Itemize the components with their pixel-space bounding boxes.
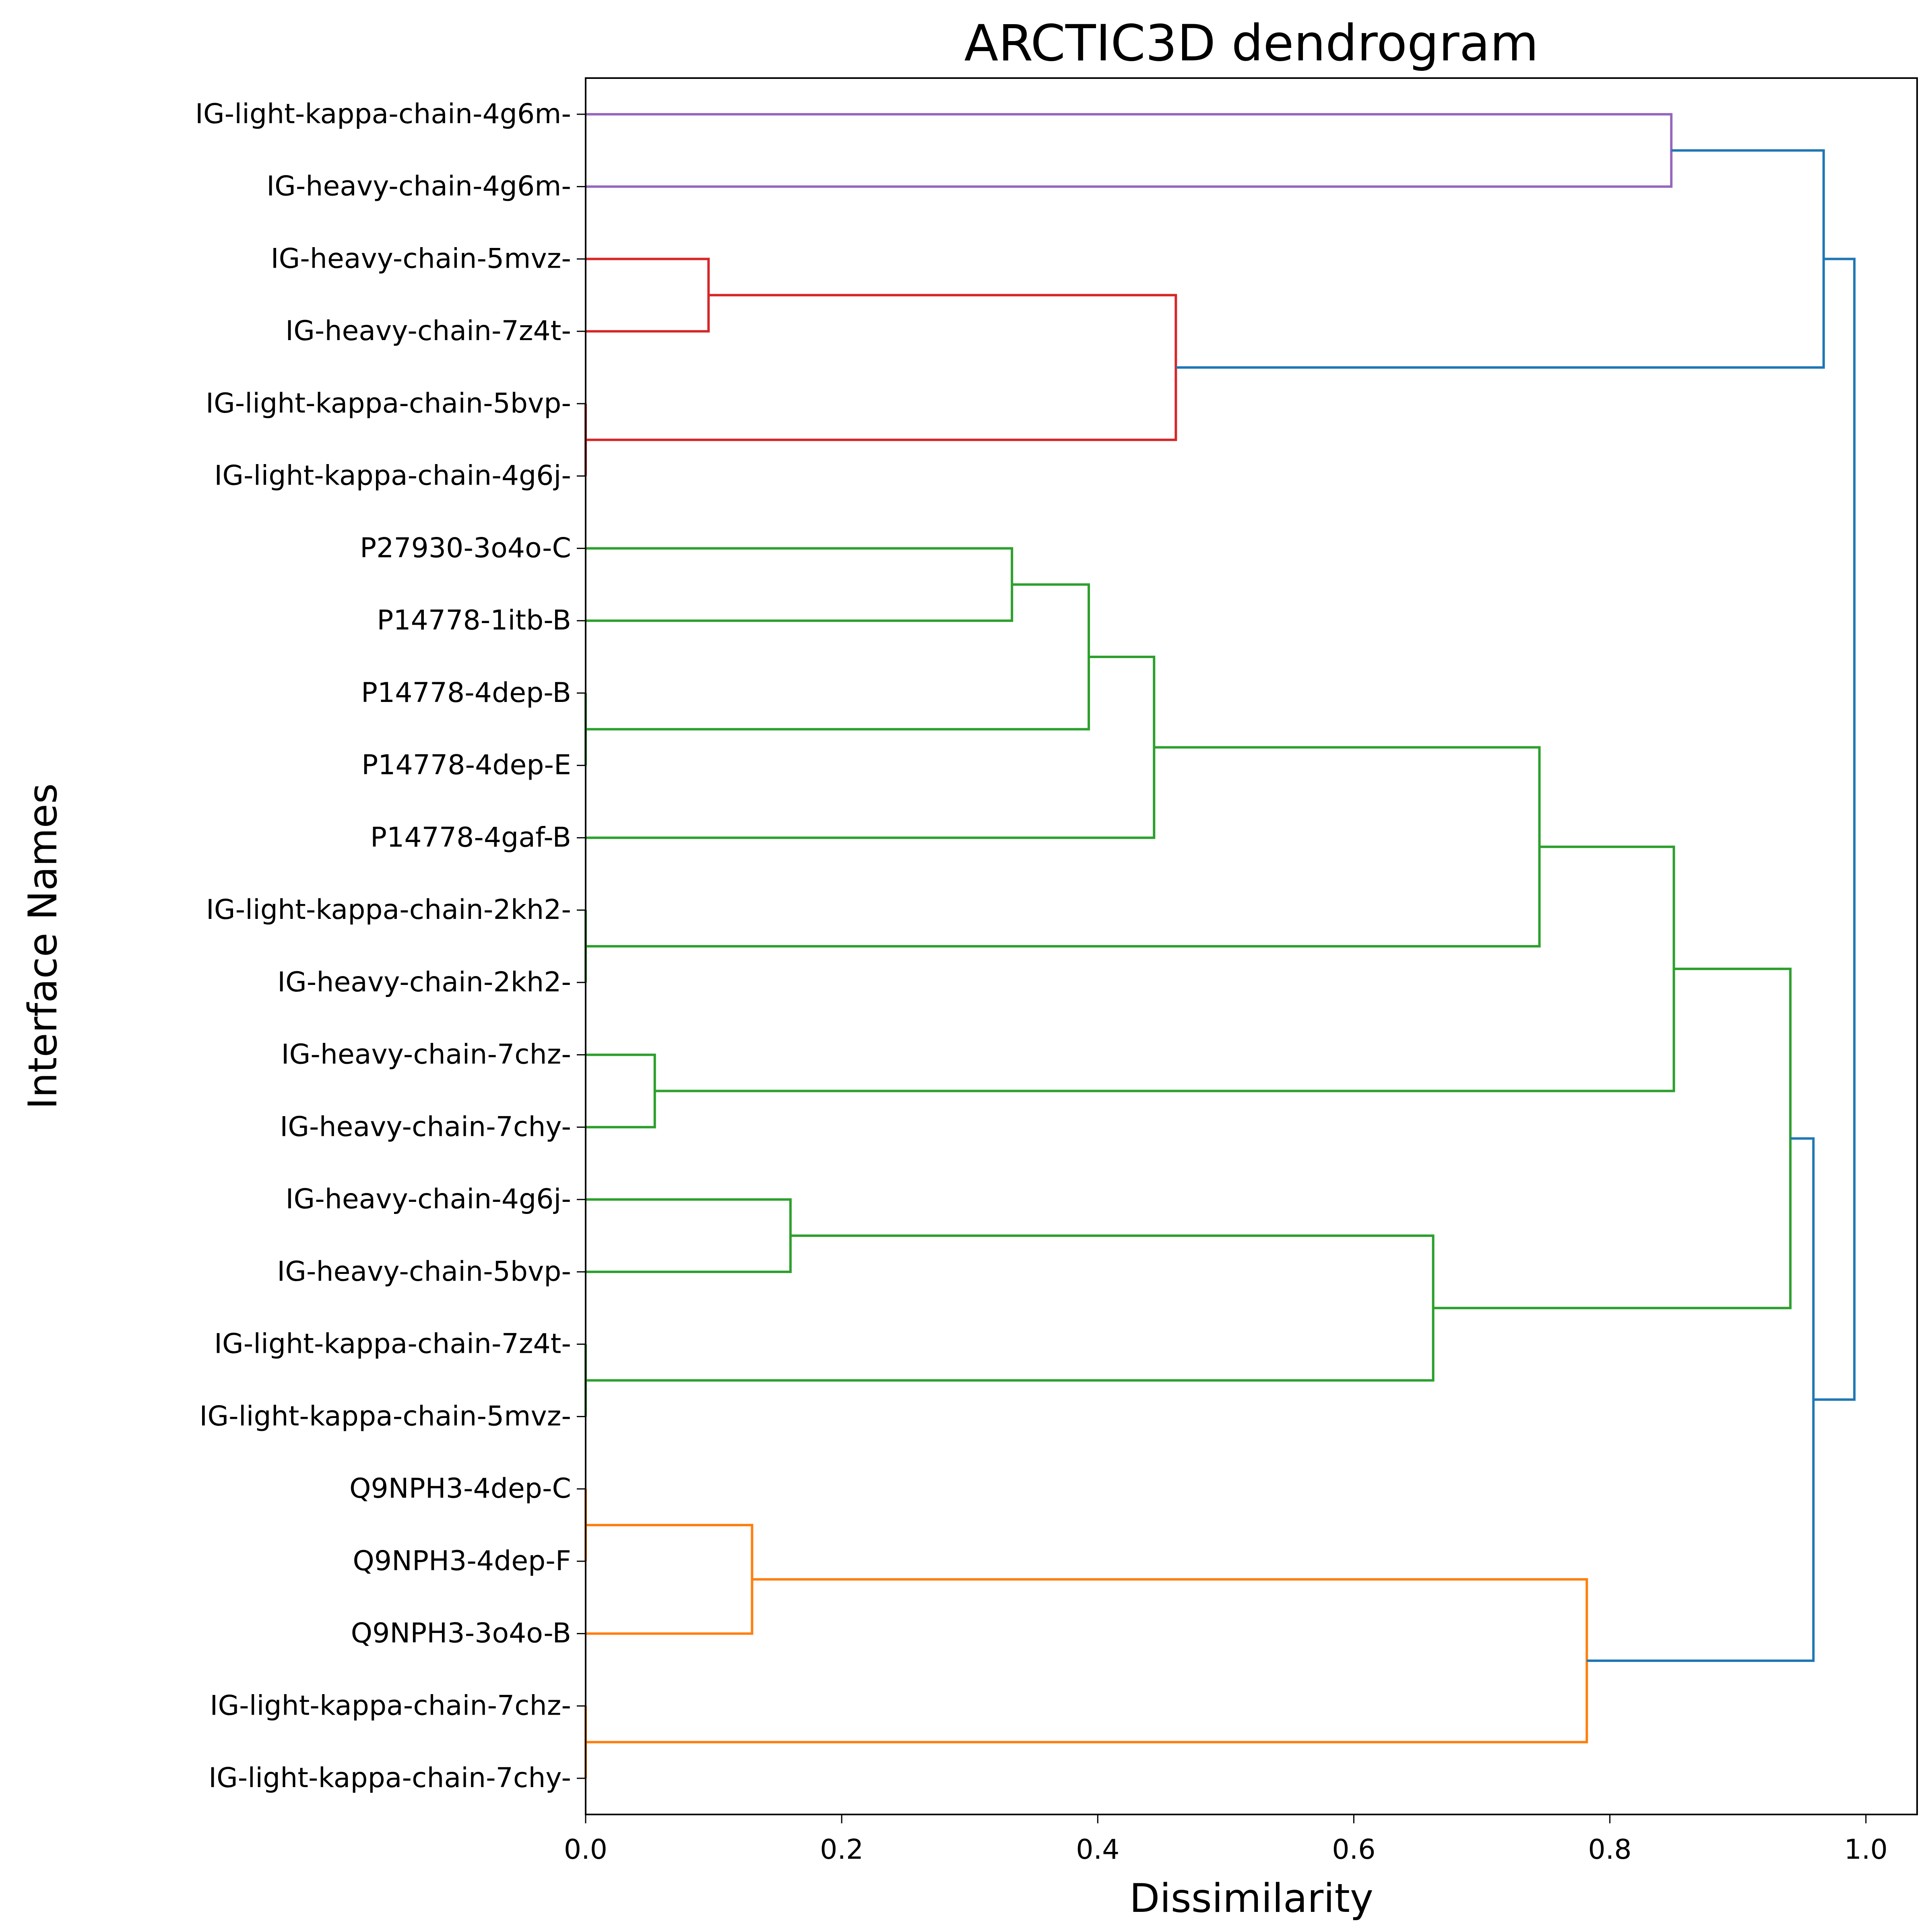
y-tick-label: IG-light-kappa-chain-7z4t-	[214, 1328, 571, 1360]
dendrogram-link-31	[586, 583, 1090, 731]
x-tick-label: 0.0	[564, 1834, 607, 1866]
y-tick-label: IG-light-kappa-chain-7chz-	[210, 1690, 571, 1721]
y-tick-label: IG-heavy-chain-4g6j-	[285, 1183, 571, 1215]
y-tick-label: P14778-4gaf-B	[370, 822, 571, 853]
x-tick-label: 0.8	[1588, 1834, 1632, 1866]
y-tick-label: IG-heavy-chain-7chy-	[280, 1111, 571, 1143]
y-tick-label: IG-heavy-chain-7z4t-	[285, 315, 571, 347]
y-tick-label: IG-light-kappa-chain-5mvz-	[199, 1400, 571, 1432]
y-tick-label: IG-heavy-chain-7chz-	[281, 1039, 571, 1071]
dendrogram-link-35	[586, 1053, 656, 1129]
dendrogram-link-34	[586, 746, 1541, 947]
y-tick-label: Q9NPH3-4dep-C	[349, 1473, 571, 1505]
dendrogram-link-28	[1176, 149, 1825, 369]
y-tick-label: IG-heavy-chain-2kh2-	[277, 966, 571, 998]
x-tick-label: 0.2	[820, 1834, 863, 1866]
dendrogram-link-25	[586, 258, 710, 333]
y-tick-label: Q9NPH3-3o4o-B	[351, 1618, 571, 1649]
chart-title: ARCTIC3D dendrogram	[964, 14, 1539, 72]
dendrogram-link-27	[586, 294, 1177, 441]
dendrogram-link-32	[586, 656, 1156, 839]
x-tick-labels: 0.0 0.2 0.4 0.6 0.8 1.0	[564, 1814, 1888, 1866]
y-tick-label: IG-light-kappa-chain-4g6m-	[195, 98, 571, 130]
dendrogram-link-46	[1813, 258, 1856, 1401]
y-tick-label: P14778-4dep-B	[361, 677, 571, 709]
y-tick-label: IG-light-kappa-chain-2kh2-	[206, 894, 571, 926]
plot-frame	[585, 77, 1918, 1815]
y-tick-label: P27930-3o4o-C	[360, 532, 571, 564]
x-axis-label: Dissimilarity	[1129, 1876, 1373, 1922]
dendrogram-link-36	[654, 845, 1675, 1092]
y-tick-label: IG-heavy-chain-5mvz-	[271, 243, 571, 275]
x-tick-label: 1.0	[1844, 1834, 1888, 1866]
dendrogram-link-40	[1433, 968, 1792, 1309]
x-tick-label: 0.4	[1076, 1834, 1119, 1866]
y-tick-label: P14778-4dep-E	[361, 749, 571, 781]
y-tick-label: IG-heavy-chain-4g6m-	[266, 171, 571, 202]
y-tick-label: IG-light-kappa-chain-5bvp-	[206, 388, 571, 419]
x-tick-label: 0.6	[1332, 1834, 1375, 1866]
y-tick-label: Q9NPH3-4dep-F	[353, 1545, 571, 1577]
y-tick-label: IG-heavy-chain-5bvp-	[277, 1256, 571, 1288]
y-tick-label: IG-light-kappa-chain-7chy-	[208, 1762, 571, 1794]
y-tick-labels: IG-light-kappa-chain-4g6m- IG-heavy-chain…	[195, 98, 586, 1794]
dendrogram-link-24	[586, 113, 1673, 188]
dendrogram-link-44	[586, 1578, 1588, 1744]
y-tick-label: IG-light-kappa-chain-4g6j-	[214, 460, 571, 492]
y-tick-label: P14778-1itb-B	[377, 605, 571, 636]
y-axis-label: Interface Names	[20, 783, 66, 1109]
dendrogram-link-37	[586, 1198, 792, 1273]
